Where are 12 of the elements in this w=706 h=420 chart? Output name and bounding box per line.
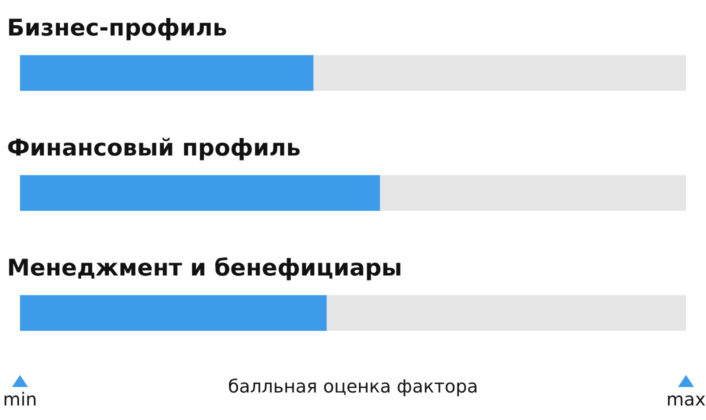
bar [20,175,380,211]
bar [326,295,686,331]
y-tick-label: Финансовый профиль [7,136,301,162]
bar [379,175,686,211]
y-tick-label: Менеджмент и бенефициары [7,256,402,282]
bar [20,55,314,91]
text: min [3,390,37,411]
x-axis-title: балльная оценка фактора [228,376,478,398]
bar [312,55,686,91]
text: max [666,390,706,411]
y-tick-label: Бизнес-профиль [7,16,228,42]
bar [20,295,327,331]
